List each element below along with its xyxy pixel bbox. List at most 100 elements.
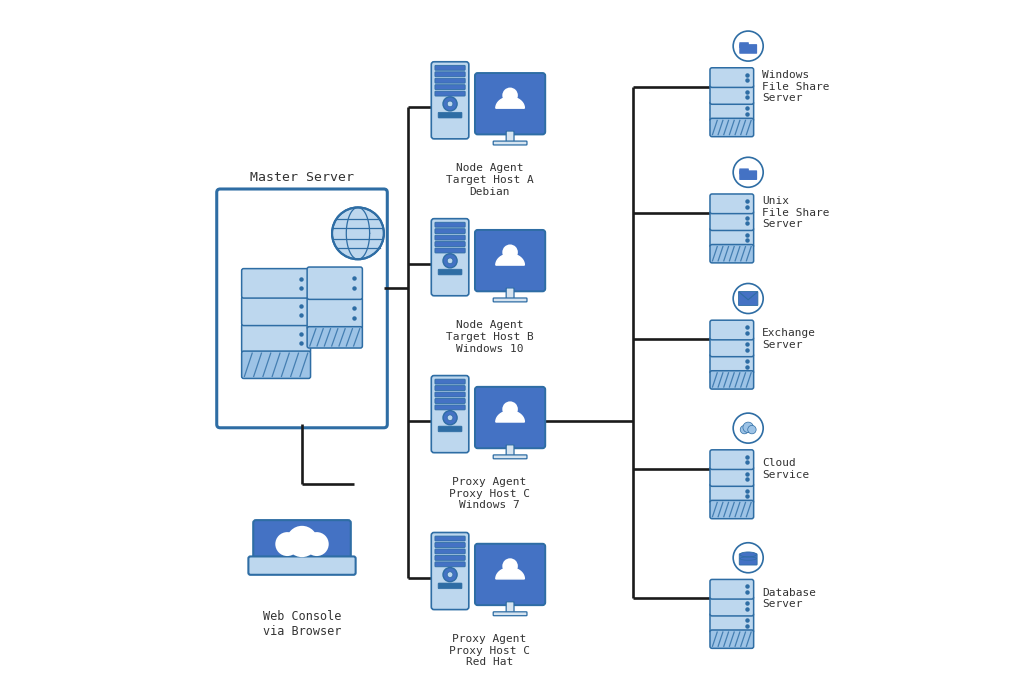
Text: Exchange
Server: Exchange Server (762, 328, 815, 350)
FancyBboxPatch shape (710, 371, 754, 389)
FancyBboxPatch shape (739, 44, 757, 54)
Ellipse shape (739, 552, 757, 557)
FancyBboxPatch shape (431, 375, 468, 453)
FancyBboxPatch shape (435, 248, 465, 253)
Circle shape (443, 253, 457, 268)
FancyBboxPatch shape (431, 532, 468, 610)
Circle shape (447, 572, 453, 577)
Text: Master Server: Master Server (250, 171, 354, 184)
FancyBboxPatch shape (493, 455, 527, 459)
FancyBboxPatch shape (710, 211, 754, 230)
FancyBboxPatch shape (439, 112, 462, 118)
Circle shape (447, 415, 453, 421)
FancyBboxPatch shape (738, 291, 758, 306)
Circle shape (733, 543, 763, 573)
FancyBboxPatch shape (435, 242, 465, 247)
Text: Cloud
Service: Cloud Service (762, 458, 809, 480)
FancyBboxPatch shape (439, 583, 462, 588)
FancyBboxPatch shape (710, 580, 754, 599)
FancyBboxPatch shape (739, 171, 757, 180)
Text: Node Agent
Target Host A
Debian: Node Agent Target Host A Debian (446, 164, 533, 197)
Circle shape (287, 526, 317, 557)
FancyBboxPatch shape (474, 73, 545, 134)
FancyBboxPatch shape (493, 298, 527, 302)
Circle shape (502, 245, 518, 260)
Circle shape (743, 422, 754, 433)
FancyBboxPatch shape (739, 169, 749, 174)
FancyBboxPatch shape (710, 227, 754, 247)
FancyBboxPatch shape (479, 77, 541, 130)
FancyBboxPatch shape (431, 219, 468, 296)
FancyBboxPatch shape (479, 548, 541, 601)
FancyBboxPatch shape (506, 131, 514, 142)
FancyBboxPatch shape (493, 612, 527, 616)
FancyBboxPatch shape (435, 543, 465, 547)
Text: Proxy Agent
Proxy Host C
Windows 7: Proxy Agent Proxy Host C Windows 7 (449, 477, 530, 510)
Polygon shape (496, 411, 525, 422)
Text: Node Agent
Target Host B
Windows 10: Node Agent Target Host B Windows 10 (446, 321, 533, 353)
Circle shape (733, 158, 763, 187)
FancyBboxPatch shape (710, 466, 754, 486)
FancyBboxPatch shape (479, 234, 541, 288)
Circle shape (733, 284, 763, 314)
FancyBboxPatch shape (241, 351, 310, 378)
Text: Web Console
via Browser: Web Console via Browser (263, 610, 341, 638)
Circle shape (443, 97, 457, 111)
FancyBboxPatch shape (710, 101, 754, 121)
FancyBboxPatch shape (739, 553, 757, 565)
FancyBboxPatch shape (506, 445, 514, 456)
FancyBboxPatch shape (710, 337, 754, 357)
FancyBboxPatch shape (710, 450, 754, 469)
Text: Unix
File Share
Server: Unix File Share Server (762, 197, 830, 229)
FancyBboxPatch shape (217, 189, 387, 427)
FancyBboxPatch shape (474, 387, 545, 448)
Circle shape (305, 532, 329, 556)
FancyBboxPatch shape (710, 596, 754, 616)
FancyBboxPatch shape (493, 141, 527, 145)
FancyBboxPatch shape (307, 327, 363, 348)
FancyBboxPatch shape (479, 391, 541, 445)
Circle shape (733, 31, 763, 61)
Polygon shape (496, 254, 525, 265)
Polygon shape (496, 568, 525, 579)
FancyBboxPatch shape (435, 392, 465, 397)
Polygon shape (496, 97, 525, 108)
FancyBboxPatch shape (710, 484, 754, 503)
FancyBboxPatch shape (710, 119, 754, 137)
FancyBboxPatch shape (710, 245, 754, 263)
Circle shape (748, 425, 756, 434)
FancyBboxPatch shape (474, 544, 545, 605)
FancyBboxPatch shape (241, 323, 310, 353)
FancyBboxPatch shape (439, 269, 462, 275)
Text: Database
Server: Database Server (762, 588, 815, 609)
FancyBboxPatch shape (435, 556, 465, 560)
FancyBboxPatch shape (254, 520, 351, 566)
FancyBboxPatch shape (307, 267, 363, 299)
FancyBboxPatch shape (710, 354, 754, 373)
FancyBboxPatch shape (710, 194, 754, 214)
FancyBboxPatch shape (710, 630, 754, 648)
Circle shape (447, 101, 453, 107)
FancyBboxPatch shape (241, 296, 310, 325)
FancyBboxPatch shape (506, 601, 514, 613)
Circle shape (733, 413, 763, 443)
FancyBboxPatch shape (435, 229, 465, 234)
FancyBboxPatch shape (435, 72, 465, 77)
FancyBboxPatch shape (435, 399, 465, 403)
Circle shape (443, 411, 457, 425)
Text: Windows
File Share
Server: Windows File Share Server (762, 70, 830, 103)
Circle shape (502, 558, 518, 574)
FancyBboxPatch shape (435, 379, 465, 384)
FancyBboxPatch shape (307, 297, 363, 329)
FancyBboxPatch shape (435, 65, 465, 71)
FancyBboxPatch shape (435, 536, 465, 541)
Circle shape (740, 425, 749, 434)
FancyBboxPatch shape (506, 288, 514, 299)
Circle shape (332, 208, 384, 259)
FancyBboxPatch shape (435, 78, 465, 83)
FancyBboxPatch shape (739, 42, 749, 48)
FancyBboxPatch shape (435, 85, 465, 90)
FancyBboxPatch shape (439, 426, 462, 432)
FancyBboxPatch shape (435, 235, 465, 240)
FancyBboxPatch shape (710, 68, 754, 88)
